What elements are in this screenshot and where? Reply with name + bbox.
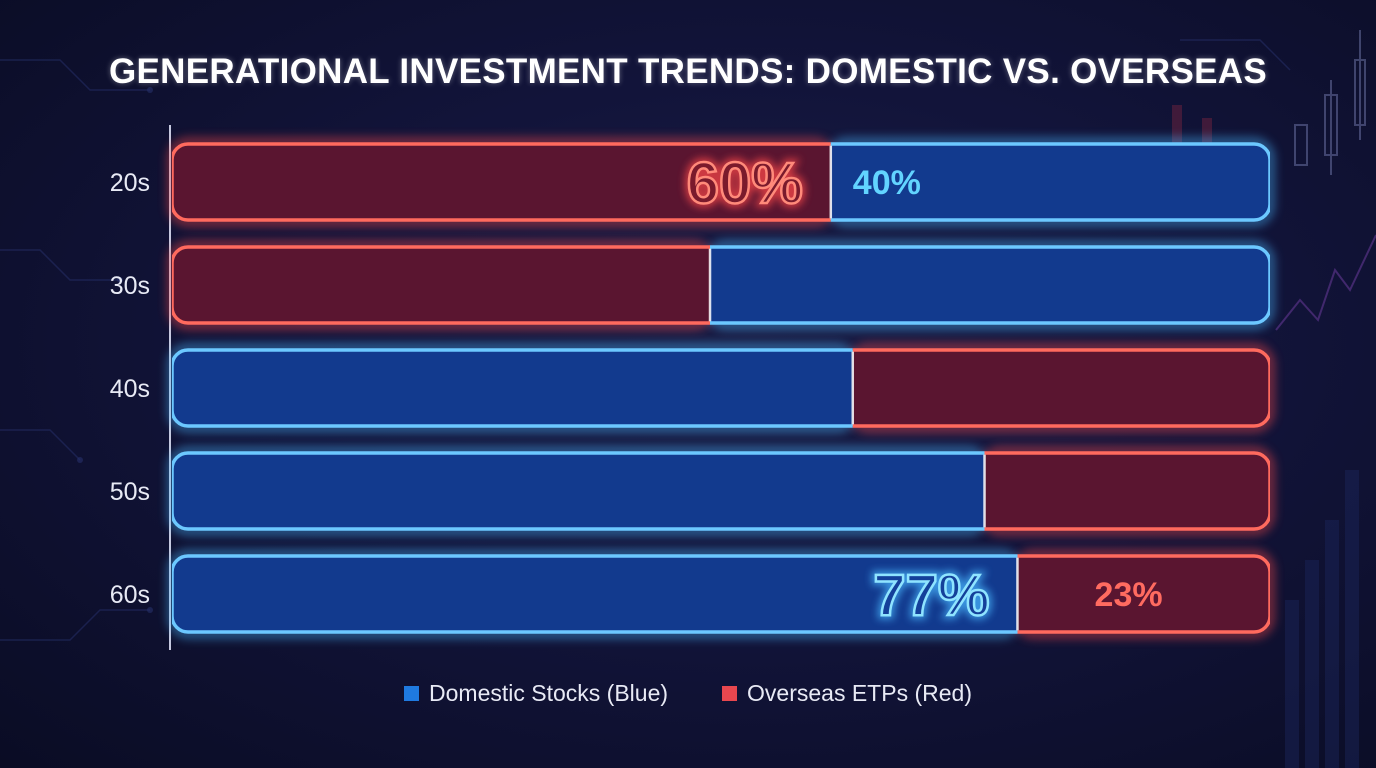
bar-outline-domestic-30s <box>710 245 1270 325</box>
bar-outline-overseas-60s <box>1017 554 1271 634</box>
bar-overseas-30s <box>172 247 711 323</box>
bar-domestic-60s <box>172 556 1018 632</box>
data-label-domestic-60s: 77% <box>873 563 989 628</box>
bar-overseas-60s <box>1017 556 1270 632</box>
data-label-glow-domestic-60s: 77% <box>873 563 989 628</box>
bar-outline-domestic-60s <box>172 554 1018 634</box>
legend-item-overseas: Overseas ETPs (Red) <box>722 680 972 707</box>
bar-overseas-50s <box>984 453 1270 529</box>
legend-swatch-domestic <box>404 686 420 701</box>
category-label-20s: 20s <box>110 169 150 197</box>
bar-outline-overseas-50s <box>984 451 1271 531</box>
bar-domestic-20s <box>830 144 1270 220</box>
legend-label-domestic: Domestic Stocks (Blue) <box>429 680 669 706</box>
category-label-60s: 60s <box>110 581 150 609</box>
bar-outline-domestic-50s <box>172 451 985 531</box>
bar-domestic-30s <box>710 247 1270 323</box>
data-label-glow-overseas-20s: 60% <box>687 151 803 216</box>
bar-domestic-50s <box>172 453 985 529</box>
category-label-40s: 40s <box>110 375 150 403</box>
legend: Domestic Stocks (Blue) Overseas ETPs (Re… <box>0 680 1376 707</box>
bar-outline-overseas-20s <box>172 142 831 222</box>
bar-outline-domestic-40s <box>172 348 853 428</box>
category-label-50s: 50s <box>110 478 150 506</box>
chart-title: GENERATIONAL INVESTMENT TRENDS: DOMESTIC… <box>108 52 1268 91</box>
data-label-domestic-20s: 40% <box>853 164 921 202</box>
bar-overseas-40s <box>852 350 1270 426</box>
data-label-overseas-20s: 60% <box>687 151 803 216</box>
bar-domestic-40s <box>172 350 853 426</box>
data-label-overseas-60s: 23% <box>1095 576 1163 614</box>
category-label-30s: 30s <box>110 272 150 300</box>
bar-overseas-20s <box>172 144 831 220</box>
legend-label-overseas: Overseas ETPs (Red) <box>747 680 972 706</box>
legend-item-domestic: Domestic Stocks (Blue) <box>404 680 668 707</box>
legend-swatch-overseas <box>722 686 738 701</box>
